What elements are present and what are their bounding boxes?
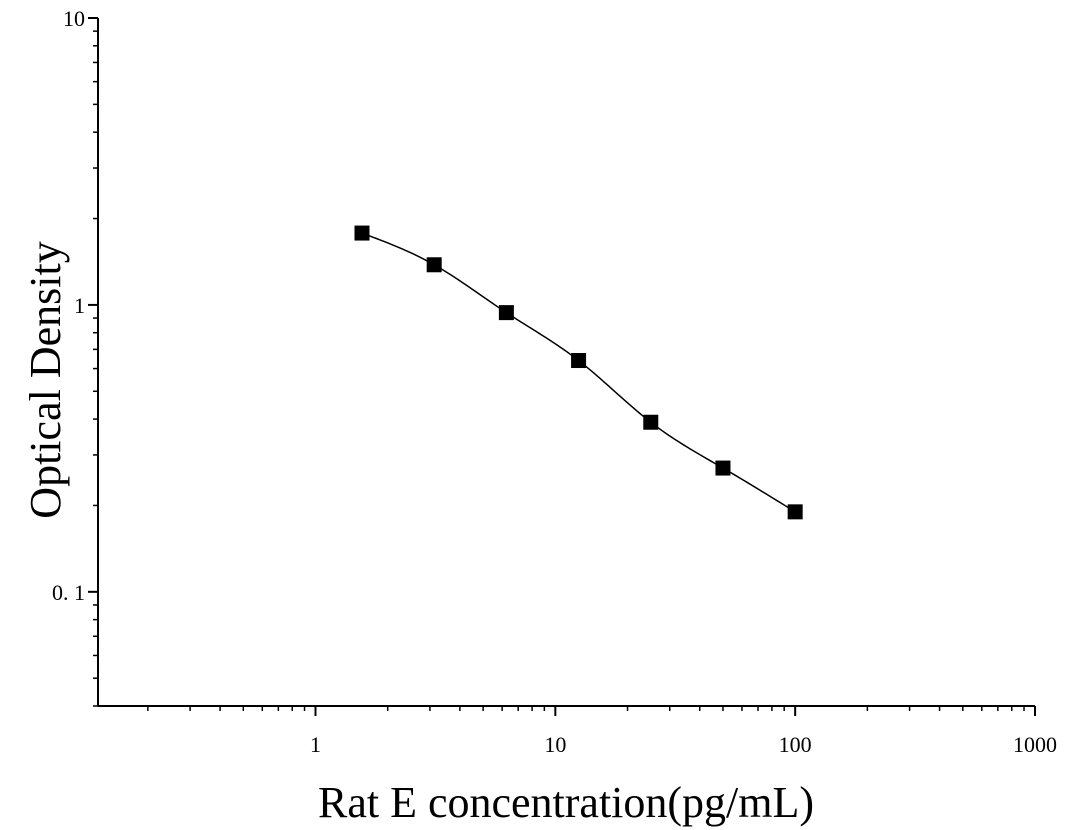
x-tick-label: 100	[779, 732, 812, 757]
x-ticks: 1 10 100 1000	[147, 706, 1057, 757]
data-point	[354, 225, 370, 241]
data-point	[426, 257, 442, 273]
x-tick-label: 10	[544, 732, 566, 757]
data-point	[715, 460, 731, 476]
axes	[97, 18, 1035, 707]
data-point	[498, 305, 514, 321]
x-tick-label: 1000	[1013, 732, 1057, 757]
data-point	[787, 504, 803, 520]
x-tick-label: 1	[310, 732, 321, 757]
data-point	[643, 414, 659, 430]
data-point	[571, 353, 587, 369]
x-axis-title: Rat E concentration(pg/mL)	[318, 778, 814, 827]
y-tick-label: 1	[74, 293, 85, 318]
y-tick-label: 10	[63, 6, 85, 31]
y-tick-label: 0. 1	[52, 580, 85, 605]
data-points	[354, 225, 803, 520]
y-axis-title: Optical Density	[21, 241, 70, 518]
y-ticks: 0. 1 1 10	[52, 6, 98, 707]
